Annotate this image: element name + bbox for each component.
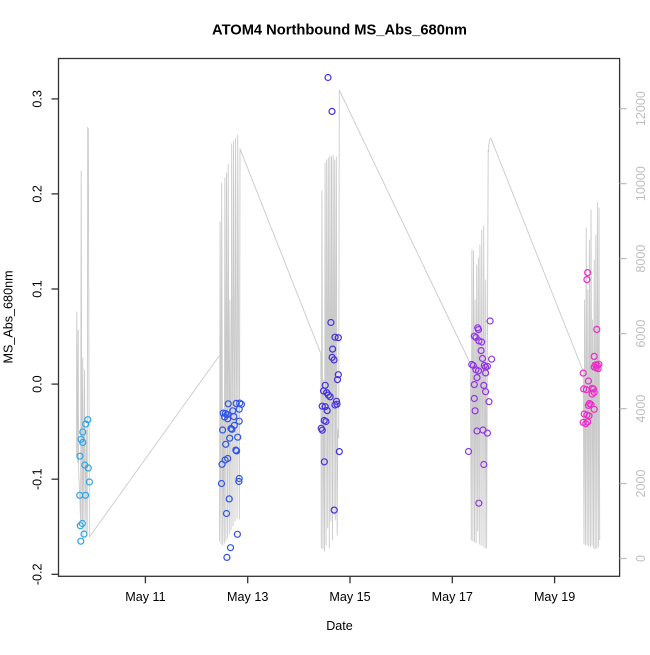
svg-text:Date: Date [326,619,353,633]
svg-text:May 19: May 19 [534,590,575,604]
svg-text:-0.1: -0.1 [31,468,45,490]
svg-text:12000: 12000 [634,91,648,126]
svg-text:0.0: 0.0 [31,375,45,393]
svg-text:8000: 8000 [634,245,648,273]
svg-text:10000: 10000 [634,166,648,201]
svg-text:0.2: 0.2 [31,185,45,203]
svg-text:May 15: May 15 [329,590,370,604]
svg-text:May 11: May 11 [125,590,165,604]
svg-text:2000: 2000 [634,469,648,497]
svg-text:May 17: May 17 [432,590,473,604]
svg-text:0: 0 [634,555,648,562]
svg-text:MS_Abs_680nm: MS_Abs_680nm [2,270,16,363]
svg-text:0.3: 0.3 [31,90,45,108]
svg-text:4000: 4000 [634,395,648,423]
svg-text:6000: 6000 [634,320,648,348]
svg-text:0.1: 0.1 [31,280,45,298]
svg-text:-0.2: -0.2 [31,563,45,585]
svg-text:ATOM4 Northbound MS_Abs_680nm: ATOM4 Northbound MS_Abs_680nm [212,23,467,39]
svg-text:May 13: May 13 [227,590,268,604]
